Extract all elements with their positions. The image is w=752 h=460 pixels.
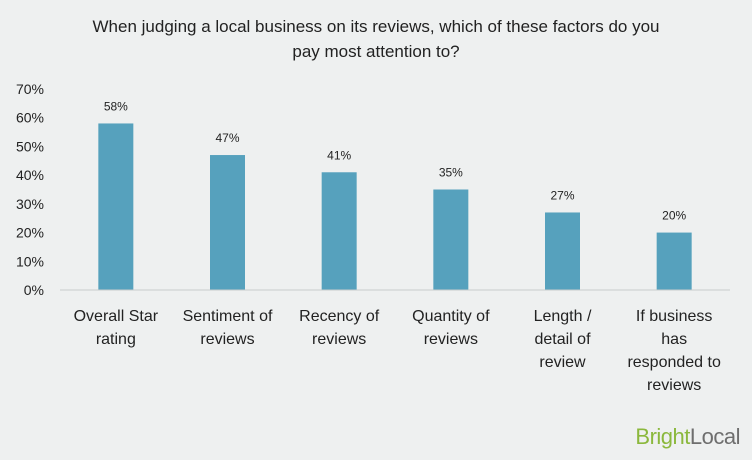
data-label: 58% <box>104 99 128 113</box>
chart-title: When judging a local business on its rev… <box>60 14 692 64</box>
y-tick-label: 10% <box>16 253 44 269</box>
data-label: 41% <box>327 148 351 162</box>
data-label: 27% <box>550 188 574 202</box>
category-label: review <box>539 354 586 371</box>
y-tick-label: 30% <box>16 196 44 212</box>
data-label: 47% <box>215 131 239 145</box>
bar <box>210 155 245 290</box>
category-label: detail of <box>534 331 591 348</box>
y-tick-label: 40% <box>16 167 44 183</box>
category-label: Sentiment of <box>183 308 273 325</box>
y-tick-label: 70% <box>16 81 44 97</box>
chart-title-line-1: When judging a local business on its rev… <box>92 17 660 36</box>
category-label: reviews <box>647 377 701 394</box>
y-tick-label: 50% <box>16 138 44 154</box>
category-label: Quantity of <box>412 308 490 325</box>
y-axis: 0% 10% 20% 30% 40% 50% 60% 70% <box>16 81 44 298</box>
bar <box>656 232 692 290</box>
category-label: rating <box>96 331 136 348</box>
data-label: 35% <box>439 166 463 180</box>
bar <box>545 212 580 290</box>
category-label: responded to <box>627 354 721 371</box>
chart-title-line-2: pay most attention to? <box>292 42 460 61</box>
category-label: Length / <box>534 308 592 325</box>
category-label: Overall Star <box>74 308 159 325</box>
category-label: has <box>661 331 687 348</box>
bars: 58% 47% 41% 35% 27% 20% <box>98 99 692 290</box>
category-label: If business <box>636 308 712 325</box>
category-label: reviews <box>200 331 254 348</box>
bar <box>433 189 469 290</box>
category-label: reviews <box>312 331 366 348</box>
category-label: Recency of <box>299 308 380 325</box>
category-label: reviews <box>424 331 478 348</box>
data-label: 20% <box>662 209 686 223</box>
y-tick-label: 0% <box>24 282 44 298</box>
x-axis: Overall Star rating Sentiment of reviews Rec… <box>60 289 730 394</box>
bar <box>321 172 357 290</box>
y-tick-label: 20% <box>16 225 44 241</box>
logo-part-local: Local <box>689 424 741 449</box>
bar <box>98 123 134 290</box>
brightlocal-logo: BrightLocal <box>635 424 740 450</box>
logo-part-bright: Bright <box>635 424 690 449</box>
y-tick-label: 60% <box>16 110 44 126</box>
